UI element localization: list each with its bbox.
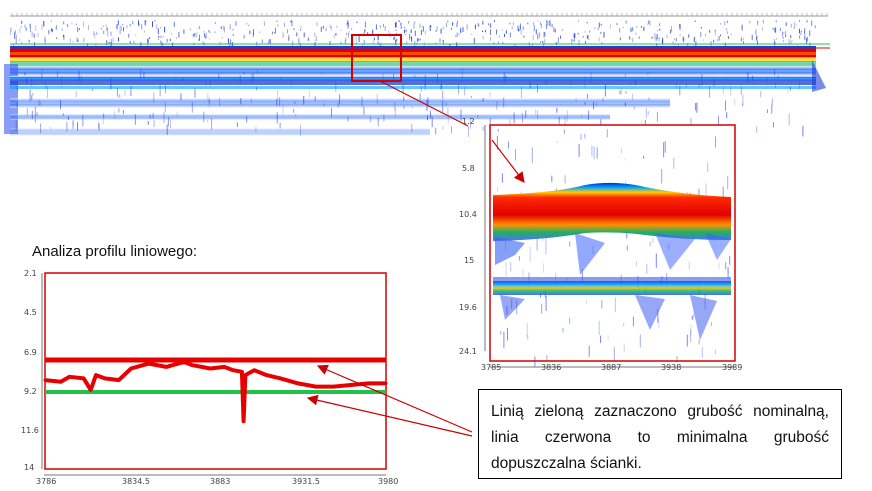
zoom-x-tick: 3836 bbox=[541, 363, 562, 372]
profile-point bbox=[243, 373, 247, 377]
profile-point bbox=[384, 381, 388, 385]
profile-point bbox=[222, 365, 226, 369]
profile-point bbox=[89, 388, 93, 392]
profile-point bbox=[208, 367, 212, 370]
profile-point bbox=[191, 363, 195, 367]
profile-point bbox=[252, 368, 256, 372]
zoom-y-tick: 5.8 bbox=[462, 164, 475, 173]
profile-point bbox=[349, 383, 353, 387]
profile-x-tick: 3834.5 bbox=[122, 477, 150, 486]
profile-y-tick: 6.9 bbox=[24, 348, 37, 357]
profile-point bbox=[366, 381, 370, 385]
zoom-selection-box bbox=[351, 34, 402, 82]
profile-y-tick: 14 bbox=[24, 463, 35, 472]
profile-point bbox=[68, 375, 72, 379]
profile-point bbox=[129, 367, 133, 370]
zoom-x-tick: 3785 bbox=[481, 363, 502, 372]
zoom-y-tick: 19.6 bbox=[459, 303, 477, 312]
zoom-x-tick: 3989 bbox=[722, 363, 743, 372]
profile-point bbox=[240, 370, 244, 374]
profile-point bbox=[231, 368, 235, 372]
profile-point bbox=[314, 385, 318, 389]
profile-chart: 2.1 4.5 6.9 9.2 11.6 14 3786 3834.5 3883… bbox=[0, 265, 400, 491]
profile-y-tick: 11.6 bbox=[21, 426, 39, 435]
profile-point bbox=[279, 376, 282, 380]
profile-point bbox=[296, 381, 300, 385]
profile-x-tick: 3931.5 bbox=[292, 477, 320, 486]
profile-point bbox=[265, 373, 268, 377]
profile-frame bbox=[44, 272, 387, 470]
zoom-y-tick: 24.1 bbox=[459, 347, 477, 356]
section-heading: Analiza profilu liniowego: bbox=[32, 243, 198, 260]
zoom-y-tick: 1.2 bbox=[462, 117, 475, 126]
profile-point bbox=[59, 380, 63, 384]
profile-point bbox=[117, 378, 121, 382]
profile-x-tick: 3980 bbox=[378, 477, 399, 486]
zoom-y-tick: 10.4 bbox=[459, 210, 477, 219]
profile-x-tick: 3786 bbox=[36, 477, 57, 486]
zoom-y-tick: 15 bbox=[464, 256, 475, 265]
profile-y-tick: 4.5 bbox=[24, 308, 37, 317]
zoom-x-tick: 3938 bbox=[661, 363, 682, 372]
profile-point bbox=[182, 360, 186, 364]
profile-point bbox=[82, 376, 86, 380]
profile-point bbox=[43, 378, 47, 382]
profile-point bbox=[147, 362, 151, 366]
profile-y-tick: 9.2 bbox=[24, 387, 37, 396]
legend-note: Linią zieloną zaznaczono grubość nominal… bbox=[478, 389, 842, 479]
zoom-panel: 1.2 5.8 10.4 15 19.6 24.1 3785 3836 3887… bbox=[455, 115, 745, 380]
profile-point bbox=[103, 376, 107, 380]
profile-point bbox=[331, 385, 335, 389]
profile-y-tick: 2.1 bbox=[24, 269, 37, 278]
thickness-profile-line bbox=[44, 359, 386, 424]
profile-point bbox=[242, 419, 246, 423]
profile-point bbox=[94, 373, 98, 377]
profile-x-tick: 3883 bbox=[210, 477, 231, 486]
zoom-x-tick: 3887 bbox=[601, 363, 622, 372]
profile-point bbox=[164, 365, 168, 369]
zoom-frame bbox=[489, 124, 736, 362]
